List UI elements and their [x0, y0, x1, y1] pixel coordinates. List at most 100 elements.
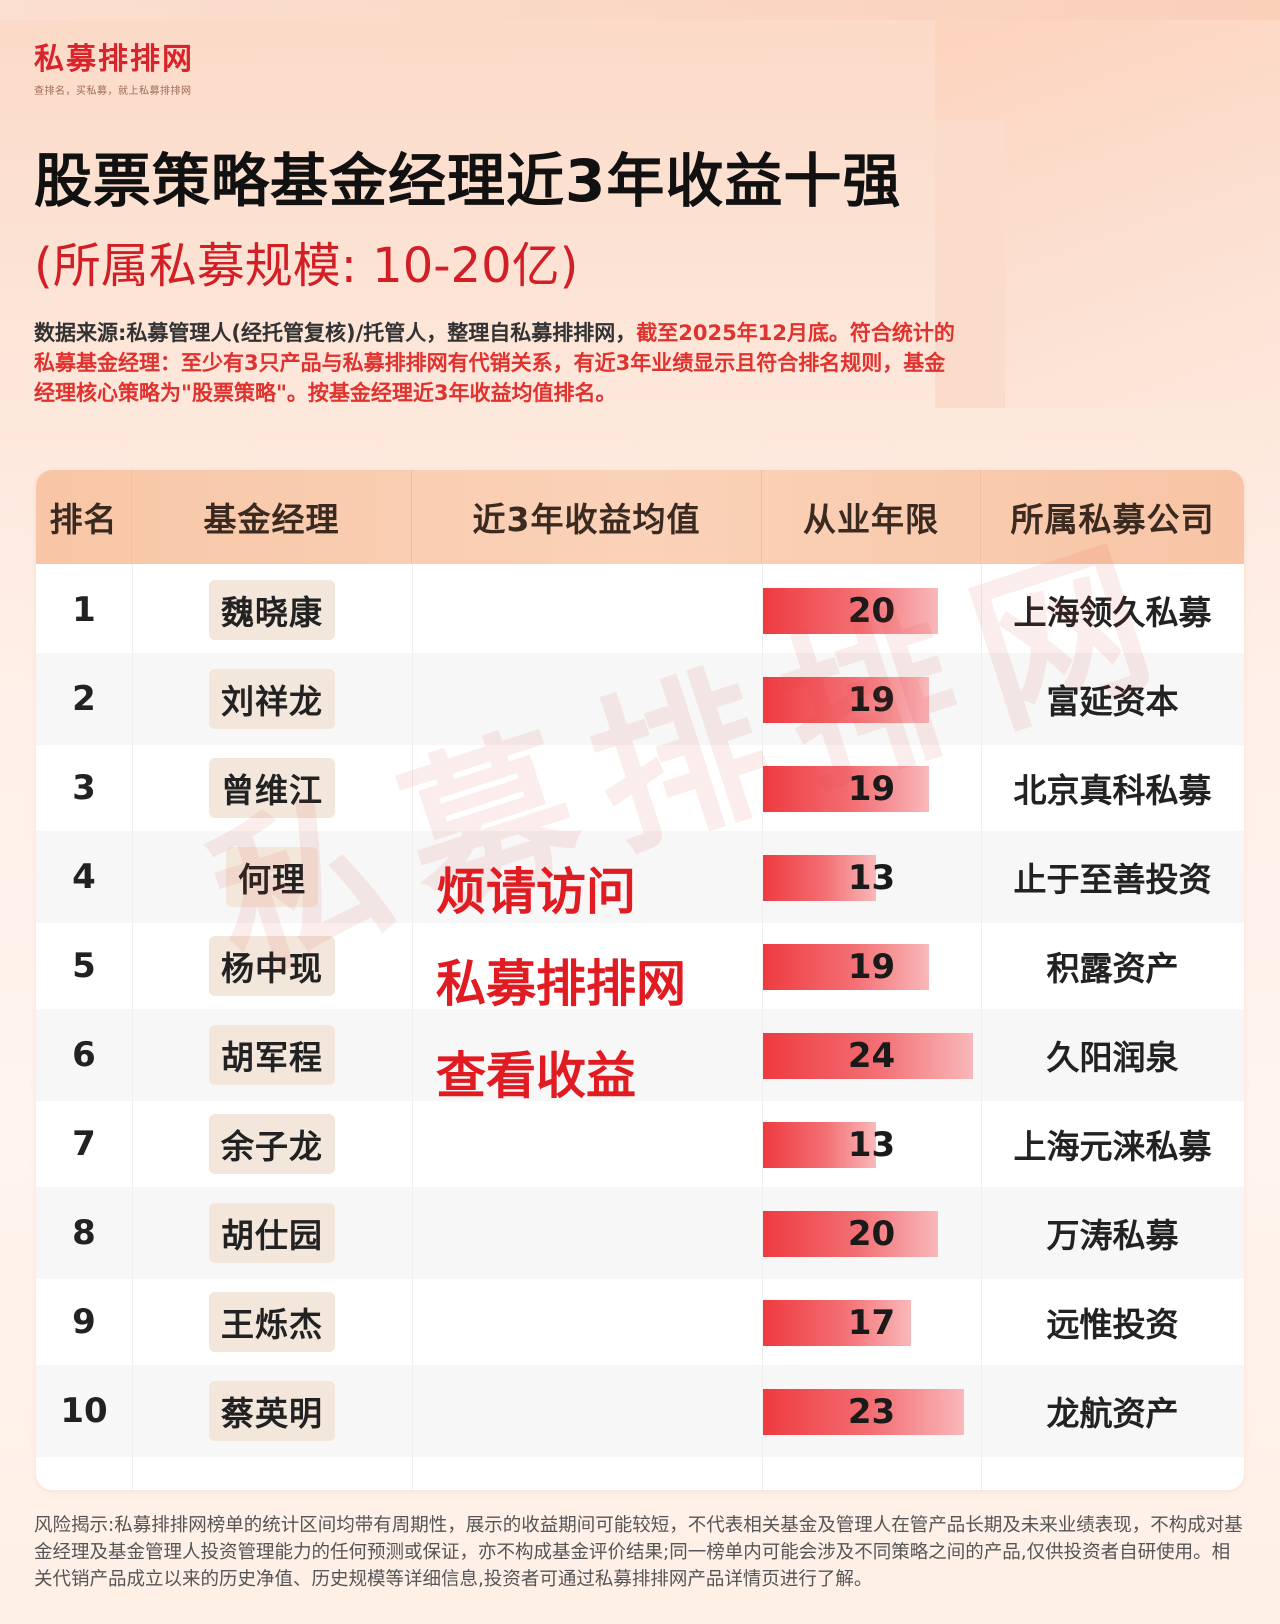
table-row: 1 魏晓康 20 上海领久私募	[36, 564, 1244, 656]
company-cell: 龙航资产	[981, 1365, 1244, 1457]
company-name[interactable]: 久阳润泉	[1046, 1038, 1179, 1077]
brand-logo[interactable]: 私募排排网 查排名，买私募，就上私募排排网	[34, 34, 194, 97]
rank-cell: 10	[36, 1365, 132, 1457]
page-title: 股票策略基金经理近3年收益十强	[34, 147, 902, 215]
table-row: 9 王烁杰 17 远惟投资	[36, 1276, 1244, 1368]
manager-cell: 余子龙	[132, 1098, 412, 1190]
company-name[interactable]: 远惟投资	[1046, 1305, 1179, 1344]
years-bar	[762, 944, 929, 990]
manager-name[interactable]: 胡军程	[209, 1025, 335, 1085]
manager-name[interactable]: 余子龙	[209, 1114, 335, 1174]
manager-name[interactable]: 何理	[226, 847, 318, 907]
page-subtitle: (所属私募规模: 10-20亿)	[34, 238, 579, 294]
promo-line-3: 查看收益	[436, 1047, 636, 1105]
manager-cell: 曾维江	[132, 742, 412, 834]
manager-cell: 魏晓康	[132, 564, 412, 656]
column-divider	[132, 564, 133, 1490]
table-row: 10 蔡英明 23 龙航资产	[36, 1365, 1244, 1457]
company-cell: 积露资产	[981, 920, 1244, 1012]
data-source-text: 数据来源:私募管理人(经托管复核)/托管人，整理自私募排排网，	[34, 321, 637, 345]
manager-name[interactable]: 王烁杰	[209, 1292, 335, 1352]
company-cell: 富延资本	[981, 653, 1244, 745]
rank-number: 1	[72, 590, 96, 630]
years-cell: 17	[762, 1276, 981, 1368]
company-name[interactable]: 北京真科私募	[1013, 771, 1212, 810]
years-cell: 19	[762, 653, 981, 745]
promo-line-1: 烦请访问	[436, 863, 636, 921]
company-name[interactable]: 龙航资产	[1046, 1394, 1179, 1433]
years-value: 24	[847, 1036, 896, 1076]
header-rank: 排名	[36, 470, 132, 564]
return-cell	[412, 653, 762, 745]
years-bar	[762, 1033, 973, 1079]
years-bar-wrap: 24	[762, 1033, 981, 1079]
brand-tagline: 查排名，买私募，就上私募排排网	[34, 86, 192, 97]
company-cell: 上海元涞私募	[981, 1098, 1244, 1190]
years-cell: 19	[762, 742, 981, 834]
years-bar	[762, 1211, 938, 1257]
years-value: 23	[847, 1392, 896, 1432]
header-years: 从业年限	[762, 470, 981, 564]
years-bar-wrap: 17	[762, 1300, 981, 1346]
manager-cell: 刘祥龙	[132, 653, 412, 745]
years-value: 13	[847, 858, 896, 898]
years-cell: 19	[762, 920, 981, 1012]
years-cell: 13	[762, 831, 981, 923]
data-criteria-text: 截至2025年12月底。符合统计的私募基金经理：至少有3只产品与私募排排网有代销…	[34, 321, 955, 405]
years-value: 20	[847, 591, 896, 631]
return-cell	[412, 1276, 762, 1368]
company-cell: 上海领久私募	[981, 564, 1244, 656]
company-name[interactable]: 上海元涞私募	[1013, 1127, 1212, 1166]
manager-name[interactable]: 蔡英明	[209, 1381, 335, 1441]
years-value: 20	[847, 1214, 896, 1254]
column-divider	[412, 564, 413, 1490]
rank-cell: 2	[36, 653, 132, 745]
rank-cell: 6	[36, 1009, 132, 1101]
rank-number: 3	[72, 768, 96, 808]
brand-name: 私募排排网	[34, 42, 194, 77]
company-name[interactable]: 止于至善投资	[1013, 860, 1212, 899]
return-cell	[412, 1365, 762, 1457]
manager-name[interactable]: 刘祥龙	[209, 669, 335, 729]
company-name[interactable]: 积露资产	[1046, 949, 1179, 988]
rank-cell: 7	[36, 1098, 132, 1190]
top-decoration	[0, 0, 1280, 20]
manager-cell: 何理	[132, 831, 412, 923]
company-name[interactable]: 富延资本	[1046, 682, 1179, 721]
years-bar-wrap: 20	[762, 588, 981, 634]
rank-cell: 1	[36, 564, 132, 656]
manager-name[interactable]: 杨中现	[209, 936, 335, 996]
background-decoration-inner	[935, 120, 1005, 408]
table-row: 7 余子龙 13 上海元涞私募	[36, 1098, 1244, 1190]
years-bar-wrap: 19	[762, 944, 981, 990]
ranking-table: 排名 基金经理 近3年收益均值 从业年限 所属私募公司 1 魏晓康 20 上海领久私募…	[36, 470, 1244, 1490]
rank-cell: 4	[36, 831, 132, 923]
rank-cell: 9	[36, 1276, 132, 1368]
table-row: 5 杨中现 19 积露资产	[36, 920, 1244, 1012]
years-value: 19	[847, 769, 896, 809]
rank-number: 4	[72, 857, 96, 897]
rank-number: 5	[72, 946, 96, 986]
manager-name[interactable]: 魏晓康	[209, 580, 335, 640]
rank-cell: 5	[36, 920, 132, 1012]
promo-message[interactable]: 烦请访问 私募排排网 查看收益	[436, 846, 736, 1122]
company-cell: 北京真科私募	[981, 742, 1244, 834]
column-divider	[981, 564, 982, 1490]
table-row: 3 曾维江 19 北京真科私募	[36, 742, 1244, 834]
company-name[interactable]: 万涛私募	[1046, 1216, 1179, 1255]
years-bar	[762, 677, 929, 723]
rank-number: 6	[72, 1035, 96, 1075]
table-row: 8 胡仕园 20 万涛私募	[36, 1187, 1244, 1279]
company-name[interactable]: 上海领久私募	[1013, 593, 1212, 632]
table-row: 2 刘祥龙 19 富延资本	[36, 653, 1244, 745]
years-bar	[762, 1122, 876, 1168]
rank-number: 7	[72, 1124, 96, 1164]
manager-name[interactable]: 胡仕园	[209, 1203, 335, 1263]
manager-name[interactable]: 曾维江	[209, 758, 335, 818]
company-cell: 止于至善投资	[981, 831, 1244, 923]
data-source-note: 数据来源:私募管理人(经托管复核)/托管人，整理自私募排排网，截至2025年12…	[34, 318, 964, 408]
column-divider	[762, 564, 763, 1490]
rank-cell: 3	[36, 742, 132, 834]
years-bar-wrap: 13	[762, 855, 981, 901]
rank-number: 9	[72, 1302, 96, 1342]
